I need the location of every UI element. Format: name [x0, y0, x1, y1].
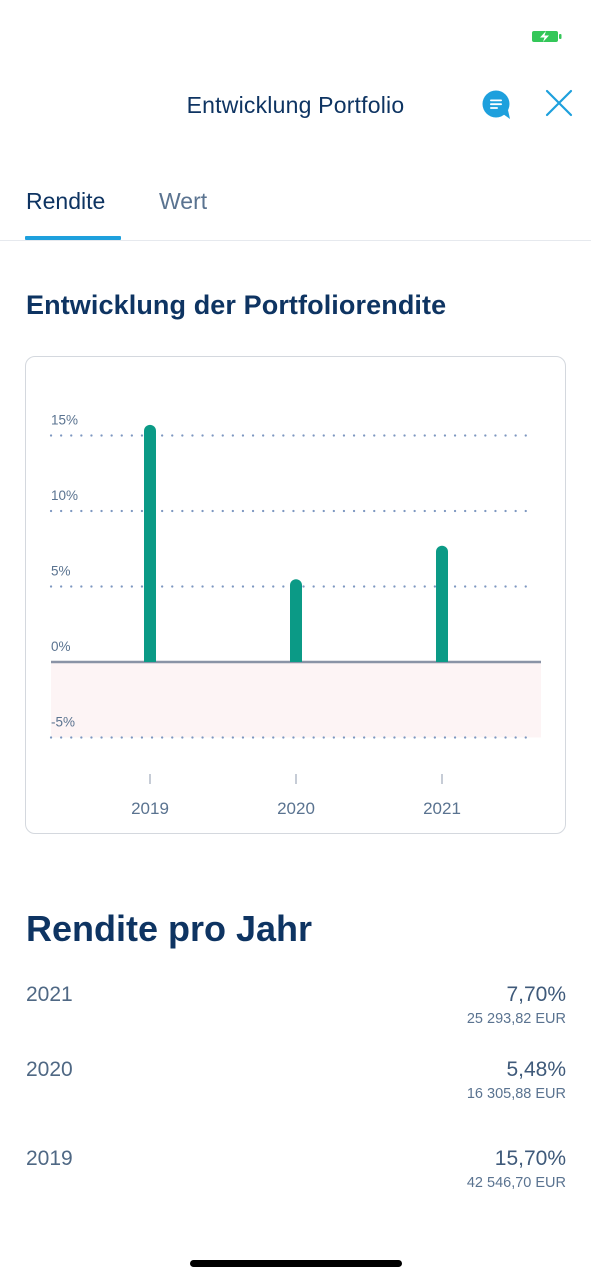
- year-return-amount: 42 546,70 EUR: [466, 1175, 566, 1191]
- section-title: Entwicklung der Portfoliorendite: [26, 290, 447, 320]
- active-tab-indicator: [25, 236, 121, 240]
- year-row: 2020 5,48% 16 305,88 EUR: [26, 1058, 566, 1118]
- chart-card: 15% 10% 5% 0% -5% 2019 2020 2021: [25, 356, 566, 834]
- home-indicator: [190, 1260, 402, 1267]
- year-label: 2019: [26, 1147, 73, 1170]
- year-row: 2021 7,70% 25 293,82 EUR: [26, 983, 566, 1043]
- bar: [144, 424, 156, 662]
- year-label: 2021: [26, 983, 73, 1006]
- x-tick-label: 2021: [423, 799, 461, 818]
- years-title: Rendite pro Jahr: [26, 908, 313, 949]
- year-return-percent: 5,48%: [506, 1058, 566, 1081]
- year-return-amount: 16 305,88 EUR: [466, 1086, 566, 1102]
- chat-button[interactable]: [481, 89, 513, 121]
- header: Entwicklung Portfolio: [0, 70, 591, 140]
- close-button[interactable]: [543, 87, 575, 119]
- year-label: 2020: [26, 1058, 73, 1081]
- portfolio-return-chart: 15% 10% 5% 0% -5% 2019 2020 2021: [49, 413, 541, 818]
- status-bar: [0, 0, 591, 60]
- chat-bubble-icon: [482, 90, 510, 119]
- y-tick-label: 0%: [51, 639, 71, 654]
- tab-bar: Rendite Wert: [0, 170, 591, 241]
- x-tick-label: 2019: [131, 799, 169, 818]
- battery-charging-icon: [532, 31, 562, 42]
- y-tick-label: -5%: [51, 715, 75, 730]
- year-return-percent: 7,70%: [506, 983, 566, 1006]
- y-tick-label: 10%: [51, 488, 78, 503]
- year-return-percent: 15,70%: [494, 1147, 566, 1170]
- bar: [436, 545, 448, 662]
- x-tick-label: 2020: [277, 799, 315, 818]
- close-icon: [545, 89, 573, 117]
- page-title: Entwicklung Portfolio: [186, 92, 405, 118]
- y-tick-label: 5%: [51, 564, 71, 579]
- tab-wert[interactable]: Wert: [159, 188, 208, 214]
- negative-area: [51, 662, 541, 738]
- year-return-amount: 25 293,82 EUR: [466, 1011, 566, 1027]
- tab-rendite[interactable]: Rendite: [26, 188, 106, 214]
- bar: [290, 579, 302, 662]
- y-tick-label: 15%: [51, 413, 78, 428]
- year-row: 2019 15,70% 42 546,70 EUR: [26, 1147, 566, 1207]
